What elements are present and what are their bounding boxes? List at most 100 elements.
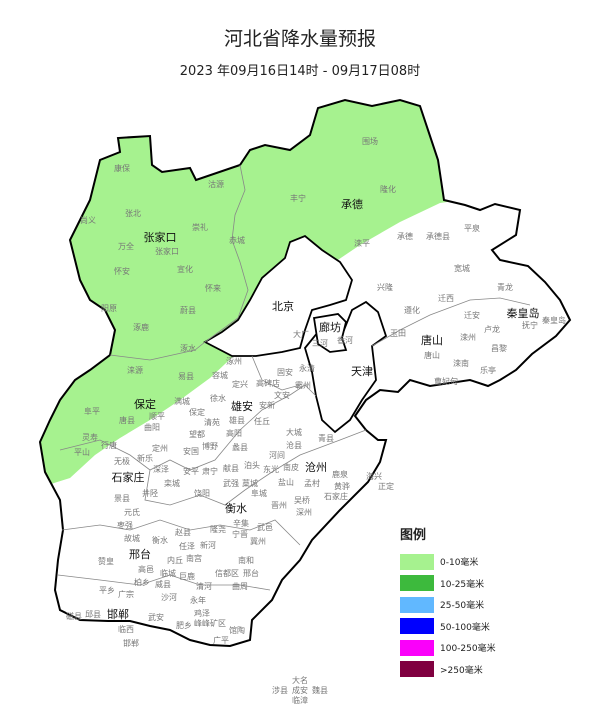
county-label: 广平 (213, 635, 229, 645)
legend-label: 10-25毫米 (440, 579, 485, 590)
county-label: 涿水 (180, 343, 196, 353)
county-label: 阜平 (84, 406, 100, 416)
county-label: 景县 (114, 494, 130, 503)
county-label: 定州 (152, 443, 168, 453)
county-label: 盐山 (278, 477, 294, 487)
county-label: 尚义 (80, 215, 96, 225)
county-label: 固安 (277, 367, 293, 377)
county-label: 临西 (118, 624, 134, 634)
county-label: 万全 (118, 241, 134, 251)
county-label: 隆尧 (210, 524, 226, 534)
county-label: 武强 (223, 478, 239, 488)
county-label: 石家庄 (324, 491, 348, 501)
legend-label: 100-250毫米 (440, 644, 496, 655)
county-label: 易县 (178, 372, 194, 381)
county-label: 深泽 (153, 465, 169, 474)
county-label: 新乐 (137, 453, 153, 463)
map-subtitle: 2023 年09月16日14时 - 09月17日08时 (179, 64, 421, 79)
county-label: 安平 (183, 466, 199, 476)
county-label: 涞源 (127, 366, 143, 375)
county-label: 清河 (196, 581, 212, 591)
county-label: 泊头 (244, 460, 260, 470)
county-label: 香河 (337, 335, 353, 345)
county-label: 鸡泽 (194, 608, 210, 618)
county-label: 武邑 (257, 522, 273, 532)
city-label: 衡水 (225, 502, 247, 515)
prefecture-border (371, 297, 531, 347)
map-title: 河北省降水量预报 (223, 28, 376, 50)
county-label: 任泽 (179, 541, 195, 551)
county-label: 承德 (397, 231, 413, 241)
county-label: 魏县 (312, 685, 328, 695)
county-label: 峰峰矿区 (194, 618, 226, 628)
county-label: 南宫 (186, 553, 202, 563)
prefecture-border (204, 164, 249, 343)
legend-label: 25-50毫米 (440, 601, 485, 612)
county-label: 海兴 (366, 471, 382, 481)
city-label: 廊坊 (319, 320, 341, 334)
county-label: 栾城 (164, 478, 180, 488)
county-label: 新河 (200, 540, 216, 550)
county-label: 赵县 (175, 527, 191, 537)
county-label: 临漳 (292, 695, 308, 705)
county-label: 滦平 (354, 238, 370, 248)
legend-swatch (400, 553, 434, 570)
county-label: 卢龙 (484, 324, 500, 334)
legend-label: 50-100毫米 (440, 622, 490, 633)
county-label: 怀来 (205, 283, 221, 293)
county-label: 沧县 (286, 440, 302, 450)
county-label: 涿州 (226, 357, 242, 366)
county-label: 曹妃甸 (434, 376, 458, 386)
county-label: 张北 (125, 209, 141, 218)
county-label: 望都 (189, 429, 205, 439)
county-label: 沽源 (208, 179, 224, 189)
county-label: 曲阳 (144, 422, 160, 432)
legend-swatch (400, 596, 434, 613)
city-label: 保定 (134, 397, 156, 411)
legend-swatch (400, 575, 434, 592)
county-label: 宁晋 (232, 529, 248, 539)
county-label: 宣化 (177, 264, 193, 274)
county-label: 平泉 (464, 223, 480, 233)
county-label: 南和 (238, 555, 254, 565)
county-label: 饶阳 (194, 488, 210, 498)
city-label: 雄安 (231, 399, 253, 413)
county-label: 定兴 (232, 379, 248, 389)
county-label: 阜城 (251, 488, 267, 498)
legend: 图例 0-10毫米 10-25毫米 25-50毫米 50-100毫米 100-250毫米… (400, 524, 496, 680)
city-label: 石家庄 (112, 470, 145, 484)
county-label: 东光 (263, 464, 279, 474)
county-label: 蠡县 (232, 442, 248, 452)
county-label: 临城 (160, 568, 176, 578)
county-label: 藁城 (242, 478, 258, 488)
county-label: 兴隆 (377, 282, 393, 292)
county-label: 晋州 (271, 501, 287, 510)
county-label: 青龙 (497, 282, 513, 292)
county-label: 无极 (114, 456, 130, 466)
county-label: 辛集 (233, 518, 249, 528)
county-label: 邱县 (85, 610, 101, 619)
county-label: 乐亭 (480, 365, 496, 375)
county-label: 赞皇 (98, 556, 114, 566)
city-label: 沧州 (305, 460, 327, 474)
county-label: 高阳 (226, 428, 242, 438)
county-label: 青县 (318, 433, 334, 443)
county-label: 广宗 (118, 589, 134, 599)
county-label: 玉田 (390, 329, 406, 338)
county-label: 武安 (148, 612, 164, 622)
prefecture-border (57, 574, 271, 591)
county-label: 唐县 (119, 415, 135, 425)
county-label: 赤城 (229, 236, 245, 245)
county-label: 怀安 (114, 266, 130, 276)
county-label: 昌黎 (491, 343, 507, 353)
legend-swatch (400, 618, 434, 635)
beijing-region (203, 234, 353, 357)
county-label: 沙河 (161, 592, 177, 602)
county-label: 涿鹿 (133, 322, 149, 332)
county-label: 任丘 (254, 416, 270, 426)
county-label: 围场 (362, 137, 378, 146)
county-label: 承德县 (426, 231, 450, 241)
county-label: 河间 (269, 450, 285, 460)
county-label: 丰宁 (290, 193, 306, 203)
county-label: 康保 (114, 163, 130, 173)
